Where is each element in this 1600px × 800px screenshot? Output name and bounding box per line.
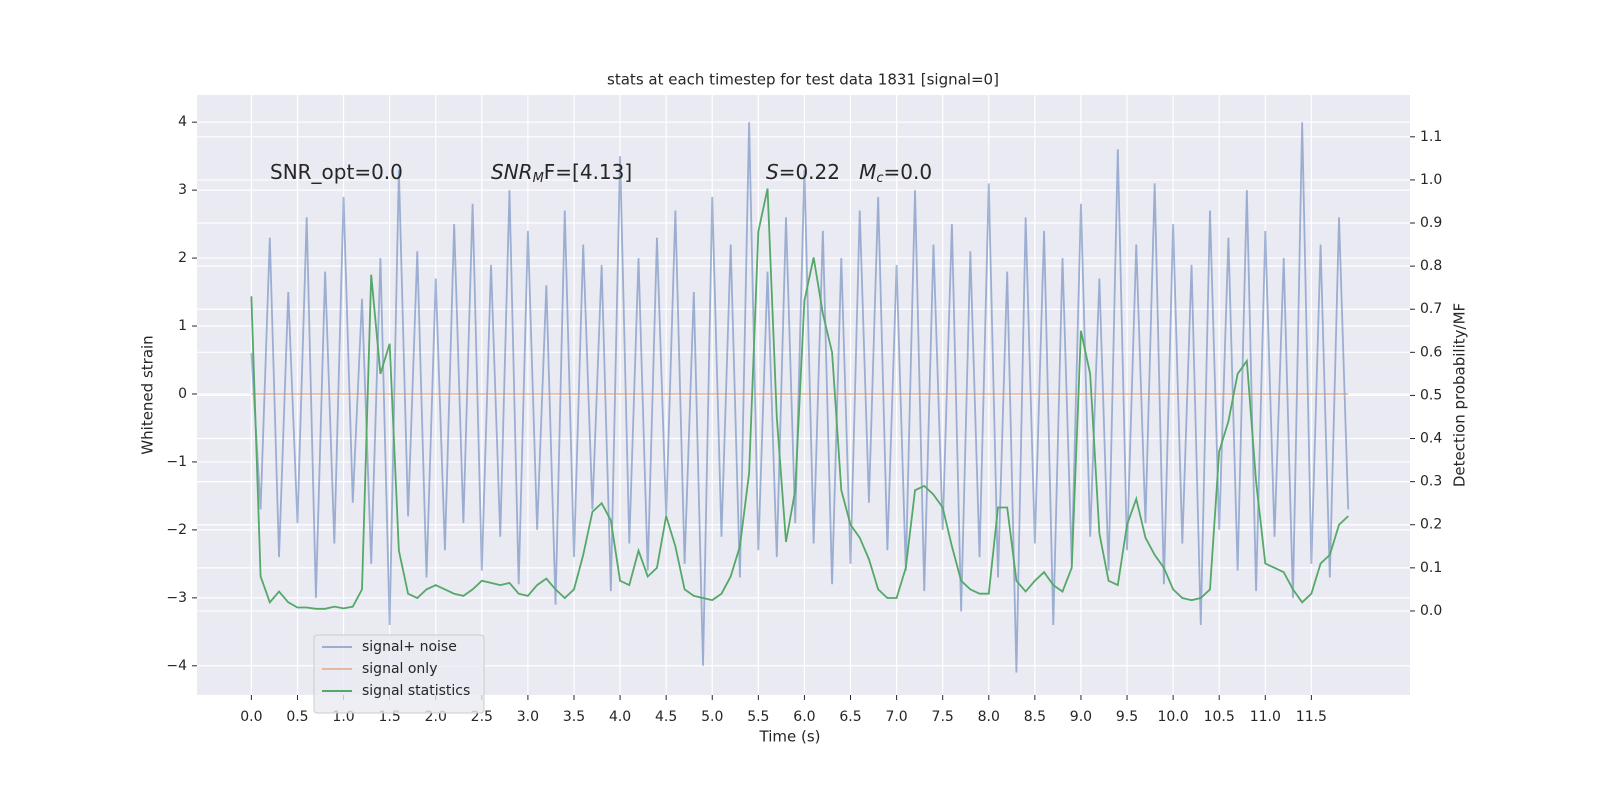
x-tick-label: 9.5: [1116, 709, 1138, 725]
y-tick-label: 4: [178, 114, 187, 130]
y-tick-label: 1: [178, 318, 187, 334]
y2-tick-label: 0.4: [1420, 431, 1442, 447]
legend-box: [313, 634, 485, 714]
x-tick-label: 7.0: [885, 709, 907, 725]
y-tick-label: −3: [166, 590, 187, 606]
y2-tick-label: 1.1: [1420, 129, 1442, 145]
y2-tick-label: 0.9: [1420, 215, 1442, 231]
x-tick-label: 11.0: [1250, 709, 1281, 725]
y-tick-label: 2: [178, 250, 187, 266]
y2-axis-label: Detection probability/MF: [1451, 303, 1469, 487]
x-tick-label: 11.5: [1296, 709, 1327, 725]
y-axis-label: Whitened strain: [139, 335, 157, 454]
y2-tick-label: 0.5: [1420, 387, 1442, 403]
y-tick-label: 3: [178, 182, 187, 198]
x-tick-label: 8.5: [1024, 709, 1046, 725]
x-tick-label: 3.5: [563, 709, 585, 725]
y2-tick-label: 0.1: [1420, 560, 1442, 576]
x-tick-label: 5.5: [747, 709, 769, 725]
x-tick-label: 9.0: [1070, 709, 1092, 725]
annotation-part: SNR_opt=0.0: [270, 160, 403, 184]
x-tick-label: 4.0: [609, 709, 631, 725]
y2-tick-label: 1.0: [1420, 172, 1442, 188]
chart-title: stats at each timestep for test data 183…: [607, 71, 999, 89]
annotation-part: S: [766, 160, 779, 184]
annotation: S=0.22 Mc=0.0: [766, 160, 932, 186]
y2-tick-label: 0.2: [1420, 517, 1442, 533]
annotation-part: c: [876, 171, 883, 186]
y2-tick-label: 0.8: [1420, 258, 1442, 274]
annotation: SNR_opt=0.0: [270, 160, 403, 184]
annotation-part: =0.0: [884, 160, 933, 184]
annotation-part: M: [859, 160, 876, 184]
y-tick-label: 0: [178, 386, 187, 402]
x-tick-label: 10.5: [1204, 709, 1235, 725]
legend-label: signal only: [362, 661, 437, 677]
y2-tick-label: 0.6: [1420, 344, 1442, 360]
annotation-part: F=[4.13]: [544, 160, 632, 184]
legend-label: signal statistics: [362, 683, 470, 699]
x-tick-label: 5.0: [701, 709, 723, 725]
x-tick-label: 0.0: [240, 709, 262, 725]
x-tick-label: 6.5: [839, 709, 861, 725]
annotation-part: =0.22: [779, 160, 859, 184]
y2-tick-label: 0.7: [1420, 301, 1442, 317]
y-tick-label: −4: [166, 658, 187, 674]
x-axis-label: Time (s): [759, 728, 821, 746]
legend-label: signal+ noise: [362, 639, 457, 655]
x-tick-label: 0.5: [286, 709, 308, 725]
x-tick-label: 10.0: [1158, 709, 1189, 725]
y-tick-label: −2: [166, 522, 187, 538]
x-tick-label: 8.0: [978, 709, 1000, 725]
y-tick-label: −1: [166, 454, 187, 470]
series-line: [250, 122, 1350, 673]
x-tick-label: 7.5: [932, 709, 954, 725]
annotation-part: M: [533, 171, 544, 186]
x-tick-label: 6.0: [793, 709, 815, 725]
y2-tick-label: 0.0: [1420, 603, 1442, 619]
y2-tick-label: 0.3: [1420, 474, 1442, 490]
x-tick-label: 3.0: [517, 709, 539, 725]
x-tick-label: 4.5: [655, 709, 677, 725]
legend: signal+ noise signal only signal statistic…: [313, 634, 485, 714]
annotation: SNRMF=[4.13]: [491, 160, 632, 186]
annotation-part: SNR: [491, 160, 533, 184]
marks: [250, 122, 1350, 673]
series-line: [250, 188, 1349, 610]
